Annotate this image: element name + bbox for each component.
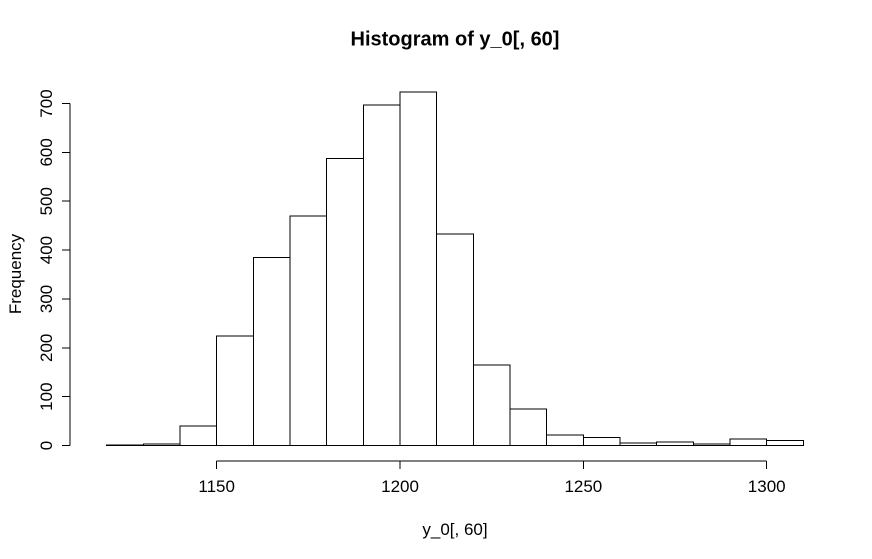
histogram-bar xyxy=(142,443,181,446)
histogram-bar xyxy=(289,215,328,446)
y-tick-label: 100 xyxy=(37,382,56,410)
histogram-bar xyxy=(729,438,768,447)
histogram-bar xyxy=(656,441,694,447)
histogram-bar xyxy=(106,444,144,446)
y-tick-label: 500 xyxy=(37,187,56,215)
histogram-bar xyxy=(766,440,804,447)
histogram-bar xyxy=(179,425,218,446)
chart-title: Histogram of y_0[, 60] xyxy=(350,28,560,51)
x-tick-label: 1150 xyxy=(198,477,235,496)
histogram-bar xyxy=(472,364,511,446)
x-axis-title: y_0[, 60] xyxy=(422,520,488,539)
y-tick-label: 400 xyxy=(37,236,56,264)
histogram-bar xyxy=(326,158,364,446)
y-tick-label: 300 xyxy=(37,285,56,313)
y-tick-label: 600 xyxy=(37,138,56,166)
histogram-bar xyxy=(619,442,658,447)
x-tick-label: 1250 xyxy=(564,477,602,496)
histogram-bar xyxy=(362,104,401,446)
histogram-bar xyxy=(509,408,548,446)
y-tick-label: 0 xyxy=(37,441,56,450)
histogram-bar xyxy=(399,91,438,447)
histogram-bar xyxy=(252,256,291,446)
histogram-bar xyxy=(436,233,474,446)
x-tick-label: 1300 xyxy=(748,477,786,496)
y-tick-label: 200 xyxy=(37,334,56,362)
y-tick-label: 700 xyxy=(37,89,56,117)
histogram-bar xyxy=(582,437,621,447)
histogram-bar xyxy=(216,335,254,447)
histogram-bar xyxy=(546,434,584,446)
histogram-bar xyxy=(692,443,731,446)
x-tick-label: 1200 xyxy=(381,477,419,496)
